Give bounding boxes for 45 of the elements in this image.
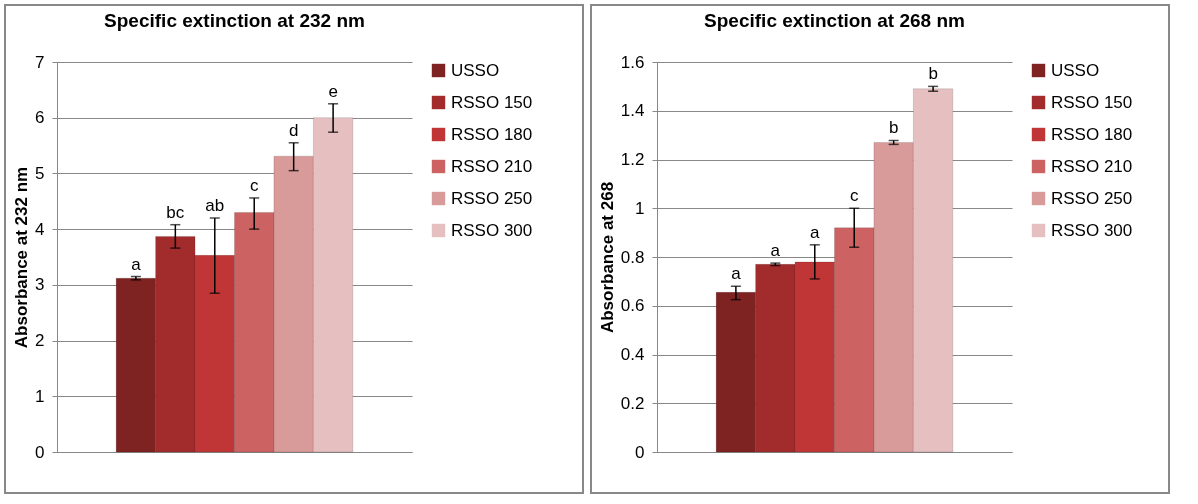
- data-label: e: [328, 81, 338, 101]
- data-label: c: [849, 186, 859, 206]
- y-tick-label: 0.8: [620, 247, 645, 267]
- legend-label: RSSO 300: [1051, 220, 1133, 240]
- data-label: b: [888, 118, 899, 138]
- y-tick-label: 1: [635, 198, 645, 218]
- y-tick-label: 0.2: [620, 393, 645, 413]
- chart-title: Specific extinction at 232 nm: [104, 10, 365, 31]
- data-label: c: [249, 175, 259, 195]
- y-tick-label: 6: [35, 108, 45, 128]
- legend-label: RSSO 300: [451, 220, 533, 240]
- data-label: ab: [205, 196, 225, 215]
- y-axis-title: Absorbance at 268: [597, 181, 617, 334]
- legend-label: USSO: [451, 60, 500, 80]
- y-tick-label: 0: [635, 442, 645, 462]
- y-tick-label: 1.2: [620, 150, 645, 169]
- legend-label: USSO: [1051, 60, 1100, 80]
- y-tick-label: 4: [35, 219, 45, 239]
- legend-label: RSSO 180: [1051, 124, 1133, 144]
- data-label: a: [731, 264, 742, 284]
- data-label: bc: [166, 202, 185, 222]
- y-tick-label: 2: [35, 331, 45, 351]
- legend-label: RSSO 250: [1051, 188, 1133, 208]
- y-tick-label: 1.6: [620, 52, 645, 72]
- legend-label: RSSO 210: [451, 156, 533, 176]
- data-label: d: [288, 120, 299, 140]
- legend-label: RSSO 150: [451, 92, 533, 112]
- y-tick-label: 7: [35, 52, 45, 72]
- y-tick-label: 1: [35, 386, 45, 406]
- y-tick-label: 0.6: [620, 296, 645, 316]
- y-tick-label: 3: [35, 275, 45, 295]
- data-label: a: [810, 222, 821, 242]
- chart-title: Specific extinction at 268 nm: [704, 10, 965, 31]
- y-tick-label: 5: [35, 163, 45, 183]
- y-tick-label: 0: [35, 442, 45, 462]
- legend-label: RSSO 150: [1051, 92, 1133, 112]
- y-tick-label: 1.4: [620, 101, 645, 121]
- legend-label: RSSO 250: [451, 188, 533, 208]
- data-label: a: [131, 254, 142, 274]
- y-axis-title: Absorbance at 232 nm: [12, 166, 32, 349]
- data-label: a: [770, 241, 781, 261]
- data-label: b: [928, 64, 938, 84]
- legend-label: RSSO 210: [1051, 156, 1133, 176]
- y-tick-label: 0.4: [620, 345, 645, 364]
- legend-label: RSSO 180: [451, 124, 533, 144]
